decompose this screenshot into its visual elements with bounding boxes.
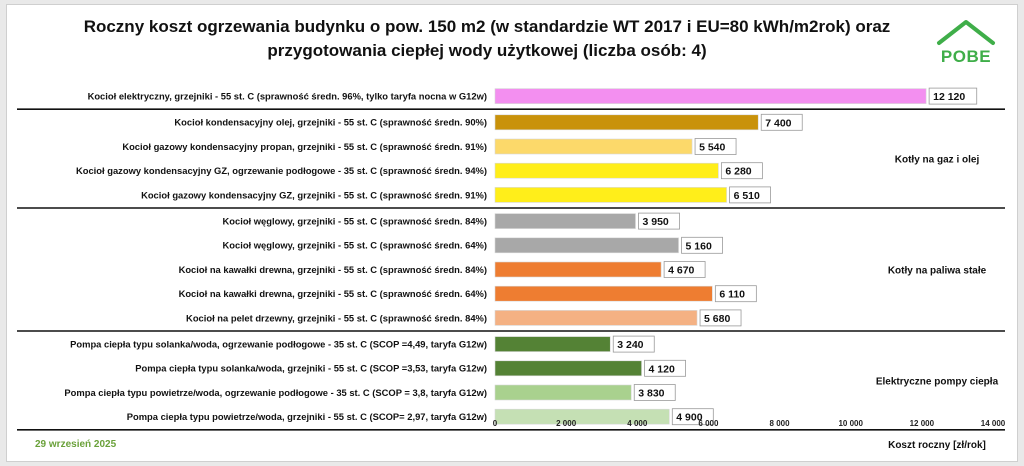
value-label-box [729, 186, 771, 204]
x-tick-label: 14 000 [981, 419, 1006, 428]
value-label: 4 900 [676, 412, 702, 424]
bar [494, 213, 636, 229]
x-tick-label: 10 000 [838, 419, 863, 428]
value-label: 3 240 [617, 339, 643, 351]
category-label: Kocioł na kawałki drewna, grzejniki - 55… [179, 288, 487, 299]
value-label-box [714, 285, 757, 303]
value-label-box [671, 408, 714, 426]
value-label: 3 950 [643, 216, 669, 228]
category-label: Kocioł węglowy, grzejniki - 55 st. C (sp… [223, 240, 487, 251]
value-label-box [699, 309, 742, 327]
bar [494, 310, 698, 326]
value-label-box [633, 384, 676, 401]
category-label: Kocioł kondensacyjny olej, grzejniki - 5… [174, 117, 487, 128]
x-tick-label: 2 000 [556, 419, 577, 428]
bar [494, 162, 719, 179]
x-tick-label: 12 000 [910, 419, 935, 428]
value-label-box [663, 261, 706, 278]
value-label-box [928, 87, 978, 105]
value-label: 4 670 [668, 265, 694, 277]
bar [494, 408, 670, 425]
value-label: 4 120 [649, 363, 675, 375]
title-line-2: przygotowania ciepłej wody użytkowej (li… [267, 41, 707, 60]
value-label-box [694, 138, 737, 155]
group-label: Kotły na gaz i olej [895, 155, 980, 166]
chart-frame: Roczny koszt ogrzewania budynku o pow. 1… [6, 4, 1018, 462]
x-tick-label: 8 000 [770, 419, 791, 428]
x-axis: 0 2 000 4 000 6 000 8 000 10 000 12 000 14 000 [493, 419, 1006, 428]
category-label: Pompa ciepła typu solanka/woda, ogrzewan… [70, 339, 487, 350]
value-label: 3 830 [638, 388, 664, 400]
category-label: Kocioł na kawałki drewna, grzejniki - 55… [179, 264, 487, 275]
bar [494, 261, 662, 278]
value-label-box [638, 212, 680, 230]
value-label: 5 680 [704, 313, 730, 325]
value-label: 7 400 [765, 117, 791, 129]
group-labels: Kotły na gaz i olej Kotły na paliwa stałe… [876, 155, 999, 388]
value-label-box [644, 359, 686, 377]
value-label: 6 110 [719, 289, 745, 301]
bar [494, 237, 679, 254]
title-line-1: Roczny koszt ogrzewania budynku o pow. 1… [83, 17, 891, 36]
category-labels: Kocioł elektryczny, grzejniki - 55 st. C… [64, 91, 487, 423]
pobe-logo: POBE [937, 20, 995, 66]
category-label: Kocioł gazowy kondensacyjny propan, grze… [122, 141, 487, 152]
value-label: 6 280 [725, 166, 751, 178]
bar [494, 336, 611, 352]
value-label: 5 160 [686, 240, 712, 252]
value-label-box [681, 236, 723, 254]
category-label: Kocioł na pelet drzewny, grzejniki - 55 … [186, 312, 487, 323]
category-label: Kocioł gazowy kondensacyjny GZ, grzejnik… [141, 189, 487, 200]
bar [494, 187, 727, 203]
group-label: Elektryczne pompy ciepła [876, 376, 999, 387]
bars [494, 88, 927, 425]
category-label: Pompa ciepła typu powietrze/woda, grzejn… [127, 411, 487, 422]
value-label: 6 510 [734, 190, 760, 202]
chart-title: Roczny koszt ogrzewania budynku o pow. 1… [67, 15, 907, 63]
bar [494, 384, 632, 401]
bar [494, 114, 759, 131]
bar-chart: Kocioł elektryczny, grzejniki - 55 st. C… [17, 87, 1006, 451]
value-label: 12 120 [933, 91, 965, 103]
bar [494, 285, 713, 302]
category-label: Kocioł gazowy kondensacyjny GZ, ogrzewan… [76, 165, 487, 176]
group-separators [17, 108, 1005, 431]
category-label: Kocioł węglowy, grzejniki - 55 st. C (sp… [223, 216, 487, 227]
value-label-box [720, 162, 763, 180]
category-label: Kocioł elektryczny, grzejniki - 55 st. C… [88, 91, 487, 102]
x-tick-label: 0 [493, 419, 498, 428]
logo-roof [937, 20, 995, 45]
value-label-box [612, 335, 655, 353]
bar [494, 88, 927, 104]
bar [494, 360, 642, 377]
category-label: Pompa ciepła typu solanka/woda, grzejnik… [135, 363, 487, 374]
group-label: Kotły na paliwa stałe [888, 266, 987, 277]
x-tick-label: 6 000 [698, 419, 719, 428]
bar [494, 138, 693, 155]
x-tick-label: 4 000 [627, 419, 648, 428]
category-label: Pompa ciepła typu powietrze/woda, ogrzew… [64, 387, 487, 398]
date-label: 29 wrzesień 2025 [35, 439, 117, 450]
value-label: 5 540 [699, 142, 725, 154]
x-axis-title: Koszt roczny [zł/rok] [888, 440, 986, 451]
value-label-box [760, 113, 803, 131]
logo-text: POBE [941, 47, 991, 66]
